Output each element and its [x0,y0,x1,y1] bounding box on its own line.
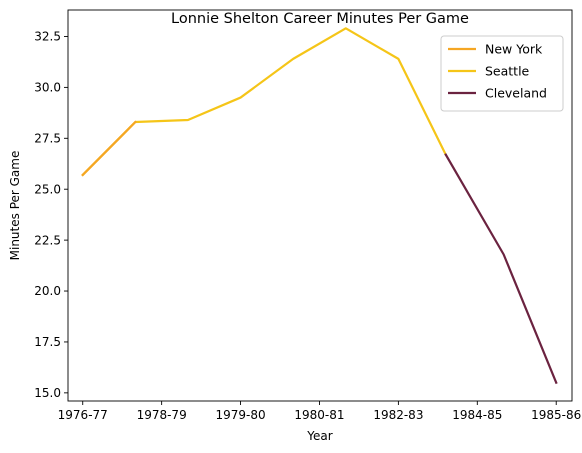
x-tick-label: 1978-79 [137,408,187,422]
x-tick-label: 1979-80 [215,408,265,422]
y-tick-label: 22.5 [34,233,61,247]
legend-label-seattle: Seattle [485,64,530,79]
y-tick-label: 27.5 [34,131,61,145]
legend-label-cleveland: Cleveland [485,86,547,101]
legend-label-new-york: New York [485,42,543,57]
x-tick-label: 1984-85 [452,408,502,422]
x-axis-ticks: 1976-77 1978-79 1979-80 1980-81 1982-83 1984-… [58,401,581,422]
y-tick-label: 32.5 [34,30,61,44]
series-line-new-york [81,120,137,177]
chart-title: Lonnie Shelton Career Minutes Per Game [171,11,469,27]
series-line-seattle [81,27,448,177]
series-group [81,27,558,385]
x-tick-label: 1976-77 [58,408,108,422]
y-axis-ticks: 15.0 17.5 20.0 22.5 25.0 27.5 30.0 32.5 [34,30,68,400]
y-tick-label: 20.0 [34,284,61,298]
series-line-cleveland [444,153,558,385]
y-tick-label: 17.5 [34,335,61,349]
axes-border [67,9,573,402]
x-axis-label: Year [306,429,332,443]
x-tick-label: 1985-86 [531,408,581,422]
x-tick-label: 1980-81 [294,408,344,422]
y-tick-label: 30.0 [34,81,61,95]
x-tick-label: 1982-83 [373,408,423,422]
legend: New York Seattle Cleveland [440,35,564,112]
y-tick-label: 15.0 [34,386,61,400]
y-tick-label: 25.0 [34,182,61,196]
axes-frame [67,9,573,402]
y-axis-label: Minutes Per Game [8,151,22,261]
